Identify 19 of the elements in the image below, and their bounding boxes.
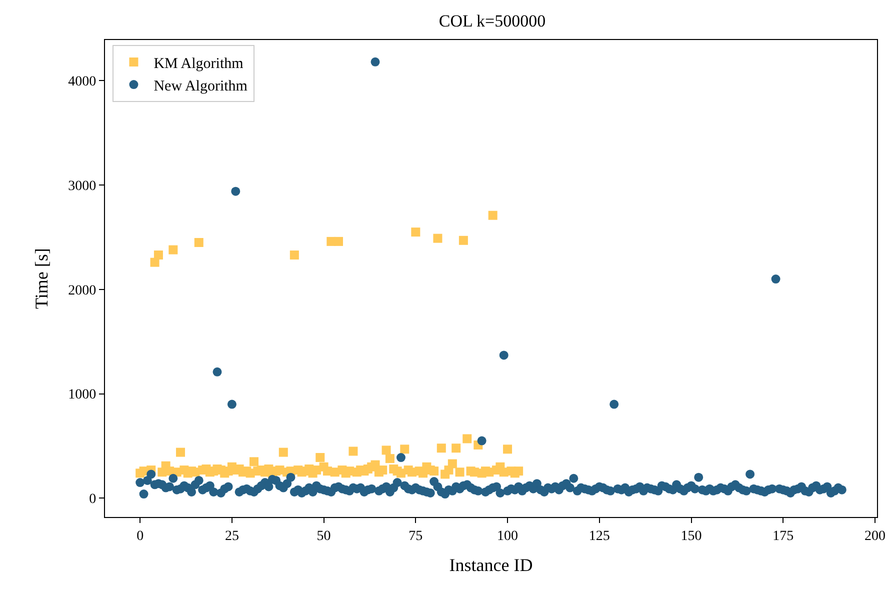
x-tick-label: 150	[680, 528, 702, 544]
y-tick-label: 1000	[68, 388, 96, 403]
x-tick-label: 125	[588, 528, 610, 544]
y-tick-label: 3000	[68, 178, 96, 194]
y-axis-title: Time [s]	[31, 248, 52, 309]
x-axis-title: Instance ID	[449, 555, 533, 575]
legend-label: New Algorithm	[154, 78, 248, 94]
x-tick-label: 75	[408, 528, 423, 544]
x-tick-label: 25	[224, 528, 239, 544]
legend-label: KM Algorithm	[154, 56, 244, 72]
y-tick-label: 0	[89, 492, 96, 508]
x-tick-label: 175	[772, 528, 794, 544]
y-tick-label: 2000	[68, 283, 96, 298]
x-tick-label: 50	[316, 528, 331, 544]
x-tick-label: 100	[497, 528, 518, 544]
y-tick-label: 4000	[68, 74, 96, 90]
x-tick-label: 200	[864, 528, 886, 544]
x-tick-label: 0	[136, 528, 144, 544]
chart-title: COL k=500000	[438, 12, 546, 31]
